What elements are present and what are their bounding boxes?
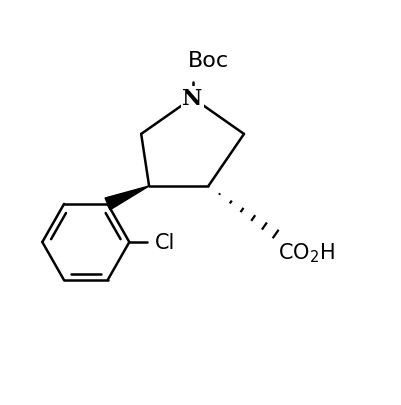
Text: CO$_2$H: CO$_2$H — [277, 241, 334, 264]
Polygon shape — [105, 187, 149, 210]
Text: Boc: Boc — [188, 51, 229, 70]
Text: Cl: Cl — [155, 232, 175, 252]
Text: N: N — [182, 87, 203, 110]
